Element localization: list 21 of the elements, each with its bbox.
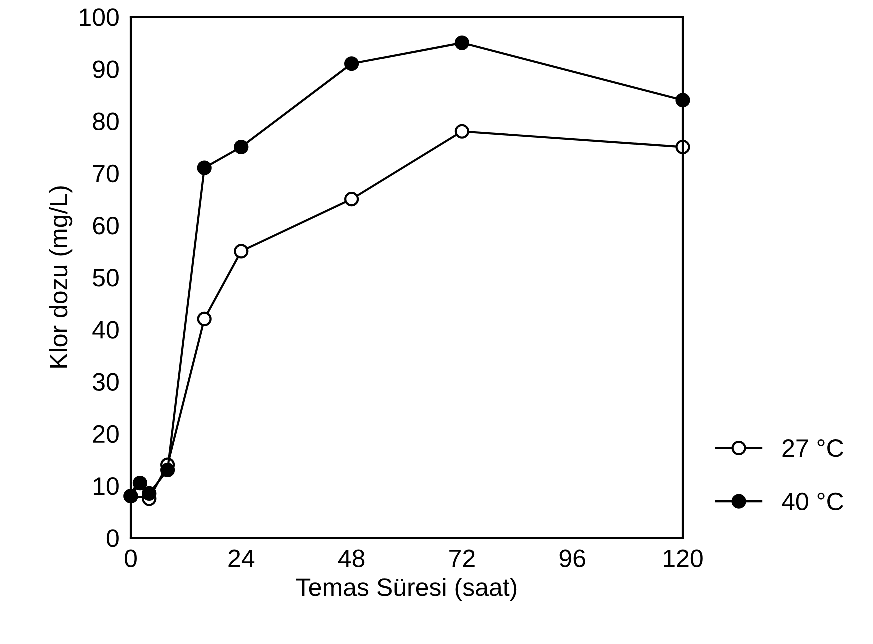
y-tick-label: 60: [93, 217, 119, 235]
y-tick-label: 10: [94, 478, 119, 496]
y-axis-title: Klor dozu (mg/L): [49, 186, 73, 368]
x-tick-label: 120: [664, 550, 703, 568]
x-tick-label: 0: [125, 550, 137, 568]
y-tick-label: 100: [80, 8, 119, 26]
y-tick-label: 20: [93, 425, 119, 444]
y-tick-label: 90: [93, 60, 119, 78]
x-axis-title: Temas Süresi (saat): [296, 578, 517, 602]
y-tick-label: 80: [93, 112, 119, 131]
y-tick-label: 40: [92, 321, 119, 339]
legend-label: 40 °C: [782, 492, 844, 511]
y-tick-label: 30: [93, 373, 119, 392]
x-tick-label: 24: [228, 550, 255, 568]
x-tick-label: 48: [338, 550, 365, 568]
y-tick-label: 50: [93, 269, 119, 287]
y-tick-label: 70: [93, 164, 119, 183]
x-tick-label: 96: [560, 550, 586, 568]
x-tick-label: 72: [450, 550, 475, 568]
y-tick-label: 0: [106, 530, 119, 548]
legend-label: 27 °C: [782, 440, 844, 458]
